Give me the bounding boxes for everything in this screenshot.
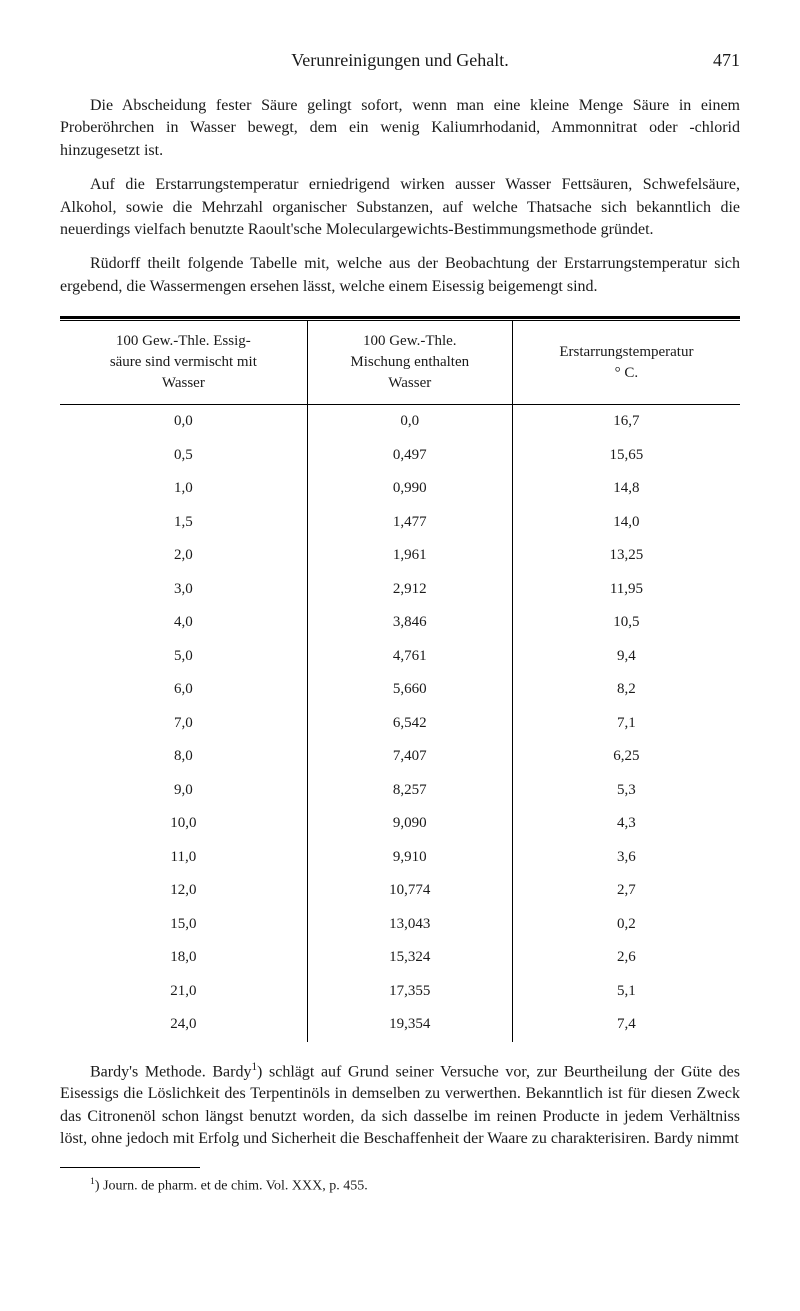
table-cell: 4,761 <box>307 640 512 674</box>
table-row: 0,50,49715,65 <box>60 439 740 473</box>
table-cell: 0,2 <box>512 908 740 942</box>
table-cell: 6,25 <box>512 740 740 774</box>
table-header-1: 100 Gew.-Thle. Essig-säure sind vermisch… <box>60 321 307 405</box>
table-cell: 7,4 <box>512 1008 740 1042</box>
table-cell: 2,7 <box>512 874 740 908</box>
page-number: 471 <box>700 50 740 71</box>
table-cell: 15,65 <box>512 439 740 473</box>
table-cell: 9,910 <box>307 841 512 875</box>
paragraph-4: Bardy's Methode. Bardy1) schlägt auf Gru… <box>60 1060 740 1151</box>
table-cell: 17,355 <box>307 975 512 1009</box>
table-cell: 3,0 <box>60 573 307 607</box>
table-cell: 15,0 <box>60 908 307 942</box>
table-cell: 2,912 <box>307 573 512 607</box>
table-cell: 14,0 <box>512 506 740 540</box>
table-cell: 4,0 <box>60 606 307 640</box>
table-cell: 0,497 <box>307 439 512 473</box>
table-cell: 10,5 <box>512 606 740 640</box>
table-row: 2,01,96113,25 <box>60 539 740 573</box>
table-cell: 9,090 <box>307 807 512 841</box>
table-row: 10,09,0904,3 <box>60 807 740 841</box>
table-cell: 4,3 <box>512 807 740 841</box>
table-cell: 2,0 <box>60 539 307 573</box>
table-cell: 8,2 <box>512 673 740 707</box>
table-cell: 12,0 <box>60 874 307 908</box>
table-cell: 14,8 <box>512 472 740 506</box>
table-cell: 9,0 <box>60 774 307 808</box>
table-cell: 21,0 <box>60 975 307 1009</box>
table-row: 24,019,3547,4 <box>60 1008 740 1042</box>
table-cell: 7,407 <box>307 740 512 774</box>
table-row: 3,02,91211,95 <box>60 573 740 607</box>
table-cell: 11,0 <box>60 841 307 875</box>
table-cell: 3,6 <box>512 841 740 875</box>
table-cell: 0,0 <box>307 405 512 439</box>
table-row: 1,00,99014,8 <box>60 472 740 506</box>
table-cell: 6,542 <box>307 707 512 741</box>
table-cell: 16,7 <box>512 405 740 439</box>
paragraph-2: Auf die Erstarrungstemperatur erniedrige… <box>60 174 740 241</box>
table-cell: 9,4 <box>512 640 740 674</box>
table-row: 21,017,3555,1 <box>60 975 740 1009</box>
table-cell: 15,324 <box>307 941 512 975</box>
table-cell: 11,95 <box>512 573 740 607</box>
table-cell: 2,6 <box>512 941 740 975</box>
table-cell: 0,5 <box>60 439 307 473</box>
footnote-text: ) Journ. de pharm. et de chim. Vol. XXX,… <box>95 1178 368 1193</box>
table-cell: 7,1 <box>512 707 740 741</box>
data-table: 100 Gew.-Thle. Essig-säure sind vermisch… <box>60 321 740 1042</box>
table-row: 0,00,016,7 <box>60 405 740 439</box>
table-cell: 24,0 <box>60 1008 307 1042</box>
table-row: 6,05,6608,2 <box>60 673 740 707</box>
footnote-rule <box>60 1167 200 1168</box>
table-cell: 13,25 <box>512 539 740 573</box>
table-cell: 5,0 <box>60 640 307 674</box>
table-cell: 1,477 <box>307 506 512 540</box>
table-cell: 8,257 <box>307 774 512 808</box>
table-cell: 7,0 <box>60 707 307 741</box>
table-cell: 1,961 <box>307 539 512 573</box>
footnote: 1) Journ. de pharm. et de chim. Vol. XXX… <box>60 1176 740 1195</box>
table-cell: 5,1 <box>512 975 740 1009</box>
table-row: 7,06,5427,1 <box>60 707 740 741</box>
table-row: 11,09,9103,6 <box>60 841 740 875</box>
table-cell: 3,846 <box>307 606 512 640</box>
table-cell: 6,0 <box>60 673 307 707</box>
table-header-2: 100 Gew.-Thle.Mischung enthaltenWasser <box>307 321 512 405</box>
table-row: 15,013,0430,2 <box>60 908 740 942</box>
table-header-3: Erstarrungstemperatur° C. <box>512 321 740 405</box>
table-header-row: 100 Gew.-Thle. Essig-säure sind vermisch… <box>60 321 740 405</box>
paragraph-1: Die Abscheidung fester Säure gelingt sof… <box>60 95 740 162</box>
table-row: 5,04,7619,4 <box>60 640 740 674</box>
table-cell: 0,0 <box>60 405 307 439</box>
table-row: 1,51,47714,0 <box>60 506 740 540</box>
table-cell: 19,354 <box>307 1008 512 1042</box>
table-cell: 0,990 <box>307 472 512 506</box>
table-row: 4,03,84610,5 <box>60 606 740 640</box>
table-cell: 1,5 <box>60 506 307 540</box>
table-row: 8,07,4076,25 <box>60 740 740 774</box>
table-cell: 8,0 <box>60 740 307 774</box>
running-title: Verunreinigungen und Gehalt. <box>100 50 700 71</box>
table-cell: 5,3 <box>512 774 740 808</box>
table-cell: 10,774 <box>307 874 512 908</box>
table-cell: 1,0 <box>60 472 307 506</box>
table-cell: 18,0 <box>60 941 307 975</box>
paragraph-3: Rüdorff theilt folgende Tabelle mit, wel… <box>60 253 740 298</box>
table-row: 18,015,3242,6 <box>60 941 740 975</box>
page-header: Verunreinigungen und Gehalt. 471 <box>60 50 740 71</box>
table-row: 12,010,7742,7 <box>60 874 740 908</box>
table-cell: 5,660 <box>307 673 512 707</box>
table-cell: 10,0 <box>60 807 307 841</box>
paragraph-4-a: Bardy's Methode. Bardy <box>90 1063 251 1080</box>
table-row: 9,08,2575,3 <box>60 774 740 808</box>
table-cell: 13,043 <box>307 908 512 942</box>
